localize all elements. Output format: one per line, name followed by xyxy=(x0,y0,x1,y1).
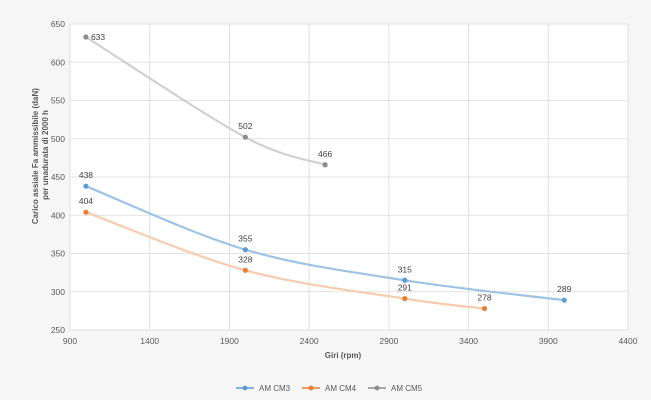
data-point-am-cm4 xyxy=(83,209,89,215)
grid xyxy=(69,23,629,331)
y-axis-title-line-1: Carico assiale Fa ammissibile (daN) xyxy=(31,88,40,224)
y-tick-label: 550 xyxy=(51,96,65,106)
data-point-am-cm3 xyxy=(561,297,567,303)
x-tick-label: 3900 xyxy=(539,336,558,346)
data-label-am-cm5: 466 xyxy=(318,149,332,159)
data-point-am-cm3 xyxy=(83,183,89,189)
y-axis-title: Carico assiale Fa ammissibile (daN) per … xyxy=(31,86,50,224)
data-point-am-cm3 xyxy=(402,277,408,283)
data-labels: 438 355 315 289 404 328 291 278 633 502 466 xyxy=(79,32,572,303)
series-lines xyxy=(84,35,566,310)
data-label-am-cm3: 315 xyxy=(398,264,412,274)
y-axis-ticks: 250 300 350 400 450 500 550 600 650 xyxy=(51,19,65,335)
data-point-am-cm5 xyxy=(322,162,328,168)
y-tick-label: 500 xyxy=(51,134,65,144)
x-tick-label: 1900 xyxy=(220,336,239,346)
data-label-am-cm5: 633 xyxy=(91,32,105,42)
x-tick-label: 3400 xyxy=(459,336,478,346)
x-tick-label: 900 xyxy=(63,336,77,346)
series-line-am-cm4 xyxy=(84,211,486,310)
data-label-am-cm3: 289 xyxy=(557,284,571,294)
series-line-am-cm5 xyxy=(84,35,327,166)
y-tick-label: 650 xyxy=(51,19,65,29)
y-tick-label: 400 xyxy=(51,210,65,220)
series-markers xyxy=(83,34,567,312)
data-label-am-cm3: 438 xyxy=(79,170,93,180)
x-tick-label: 4400 xyxy=(619,336,638,346)
data-label-am-cm4: 291 xyxy=(398,283,412,293)
data-label-am-cm5: 502 xyxy=(238,121,252,131)
y-tick-label: 600 xyxy=(51,57,65,67)
x-tick-label: 1400 xyxy=(140,336,159,346)
y-tick-label: 300 xyxy=(51,287,65,297)
series-line-am-cm3 xyxy=(84,185,566,302)
legend-marker-am-cm5 xyxy=(374,385,380,391)
data-point-am-cm4 xyxy=(402,296,408,302)
x-axis-title: Giri (rpm) xyxy=(325,351,362,360)
x-tick-label: 2900 xyxy=(379,336,398,346)
data-label-am-cm4: 328 xyxy=(238,254,252,264)
legend: AM CM3 AM CM4 AM CM5 xyxy=(236,384,423,393)
legend-label-am-cm5: AM CM5 xyxy=(391,384,423,393)
x-tick-label: 2400 xyxy=(300,336,319,346)
x-axis-ticks: 900 1400 1900 2400 2900 3400 3900 4400 xyxy=(63,336,638,346)
data-point-am-cm4 xyxy=(481,305,488,312)
data-label-am-cm4: 404 xyxy=(79,196,93,206)
data-point-am-cm4 xyxy=(242,267,248,273)
data-label-am-cm4: 278 xyxy=(477,293,491,303)
y-axis-title-line-2: per unadurata di 2000 h xyxy=(41,110,50,200)
y-tick-label: 350 xyxy=(51,249,65,259)
data-point-am-cm3 xyxy=(242,247,248,253)
y-tick-label: 450 xyxy=(51,172,65,182)
data-point-am-cm5 xyxy=(242,134,248,140)
y-tick-label: 250 xyxy=(51,325,65,335)
legend-label-am-cm3: AM CM3 xyxy=(259,384,291,393)
legend-marker-am-cm4 xyxy=(308,385,314,391)
legend-marker-am-cm3 xyxy=(242,385,248,391)
legend-label-am-cm4: AM CM4 xyxy=(325,384,357,393)
data-point-am-cm5 xyxy=(83,34,89,40)
data-label-am-cm3: 355 xyxy=(238,234,252,244)
